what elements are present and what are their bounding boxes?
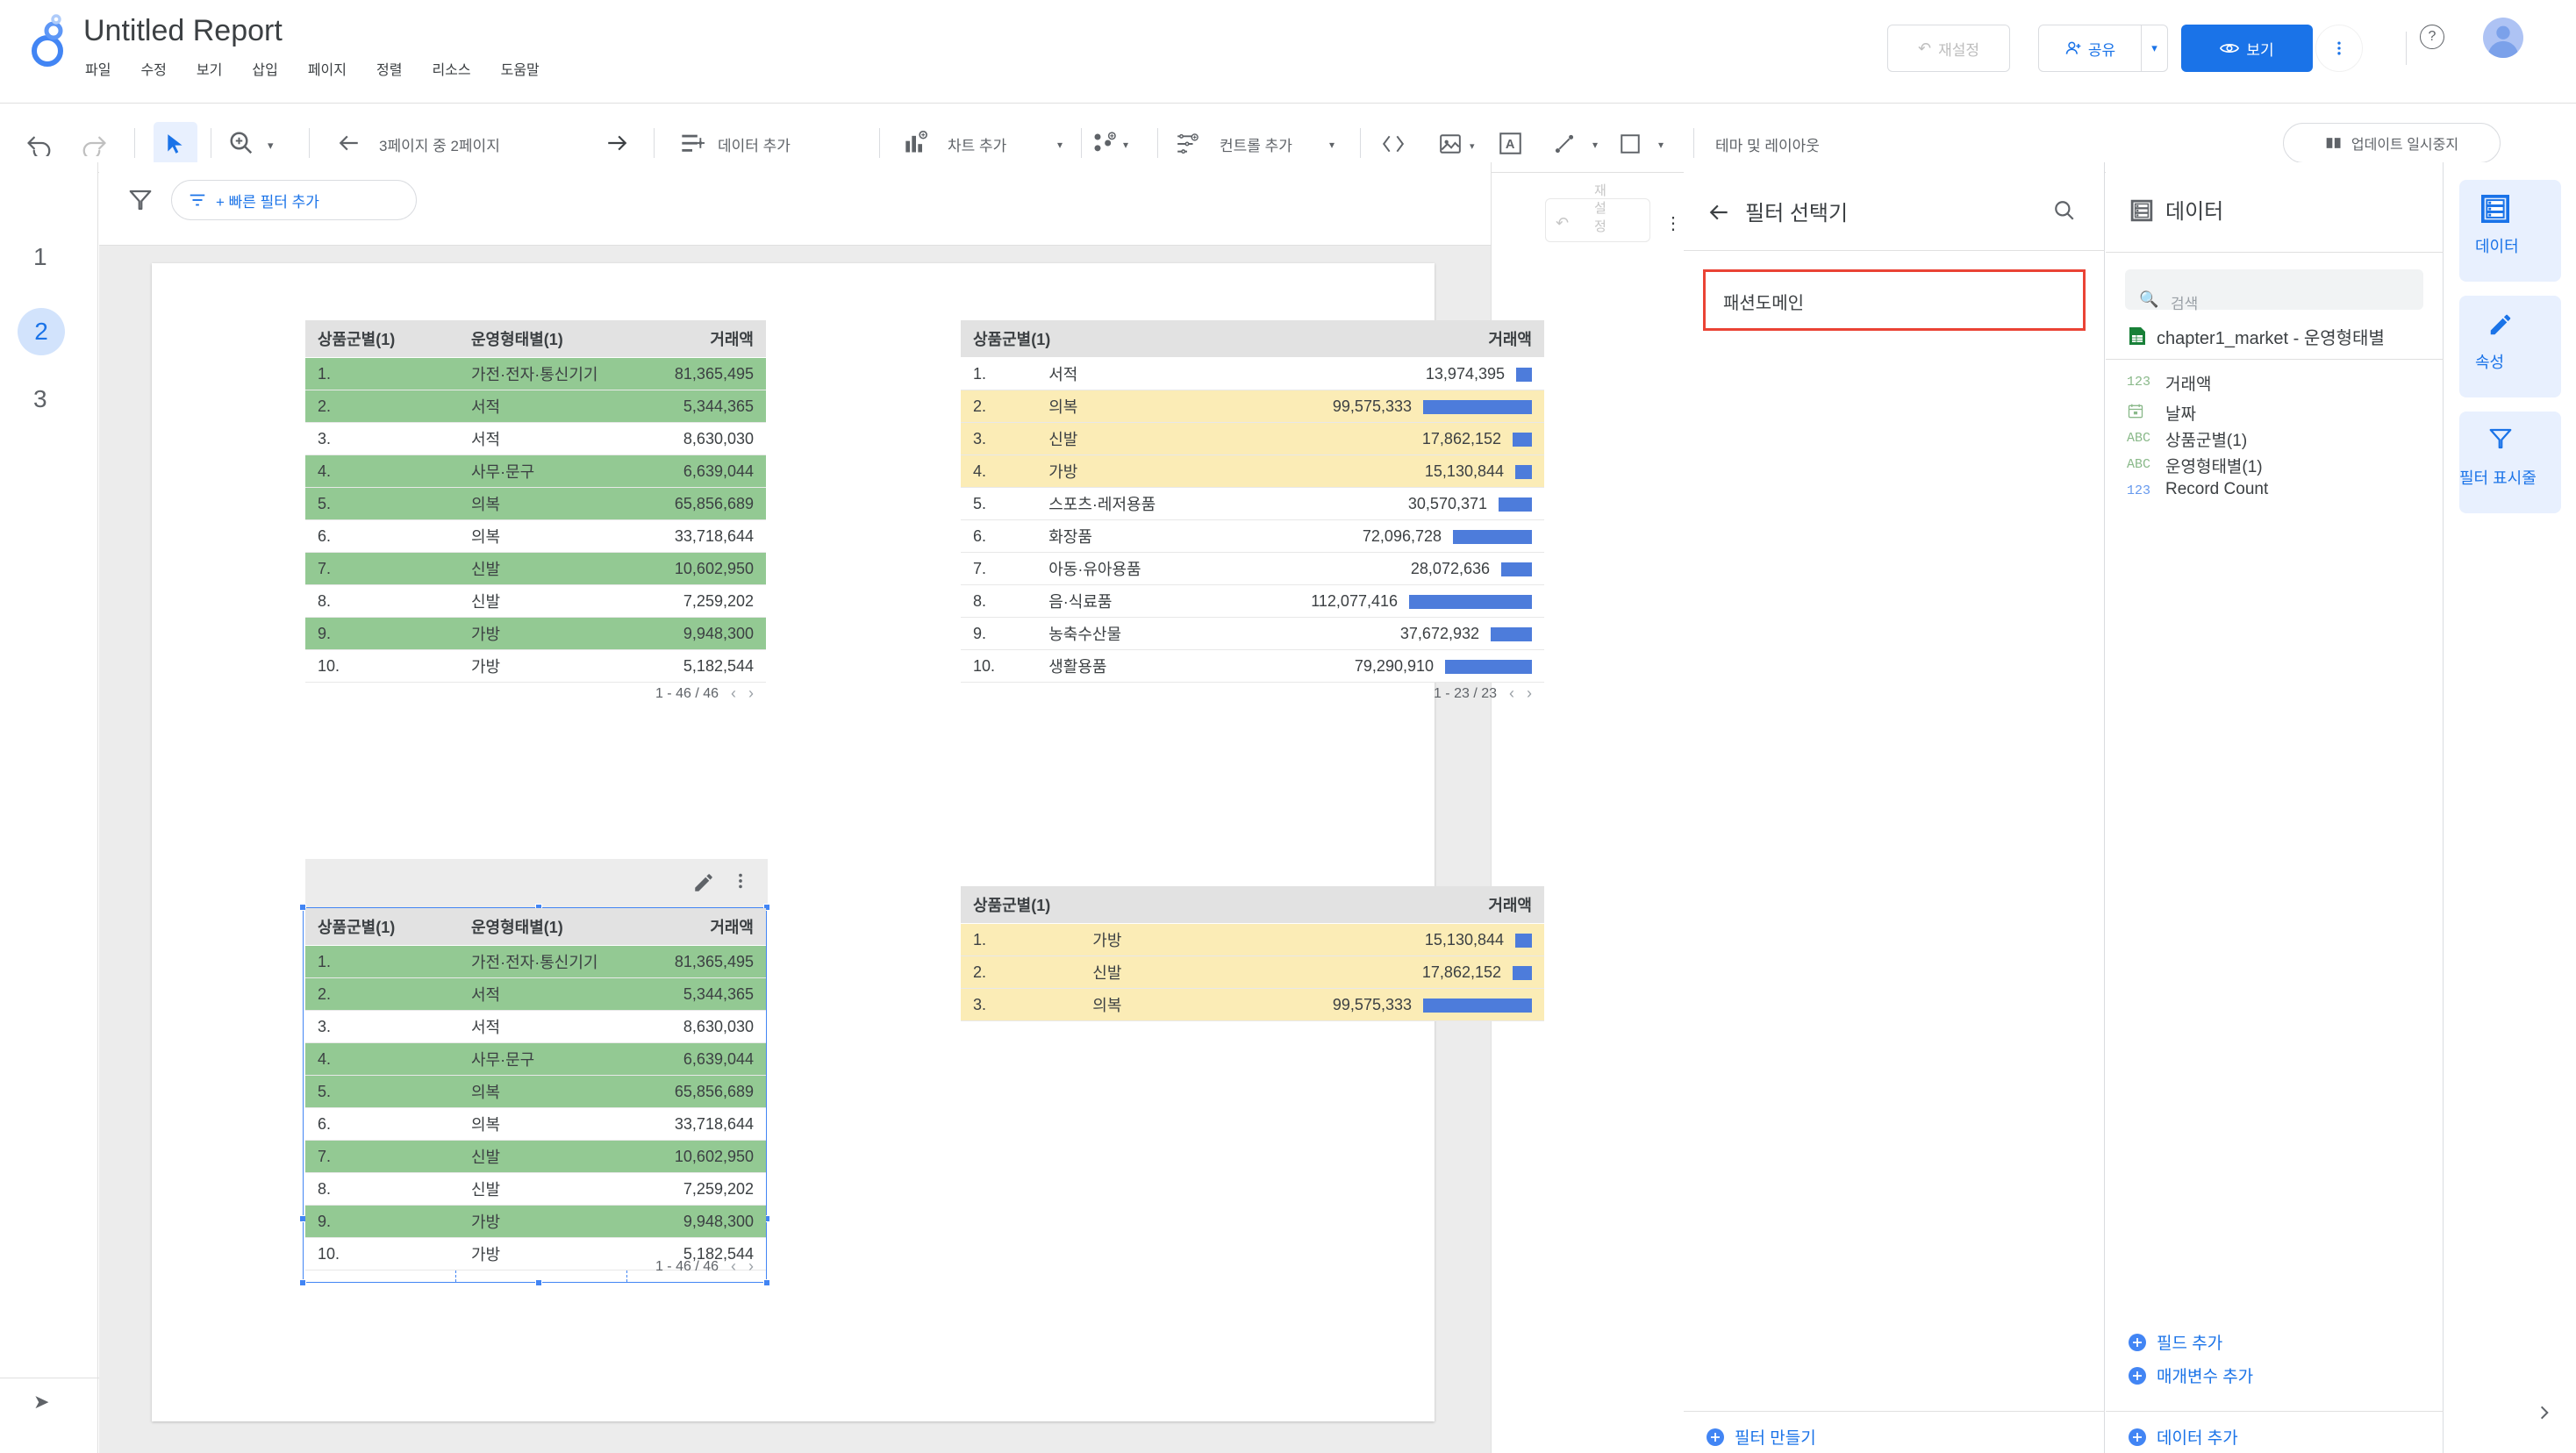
svg-text:A: A <box>1506 138 1515 152</box>
